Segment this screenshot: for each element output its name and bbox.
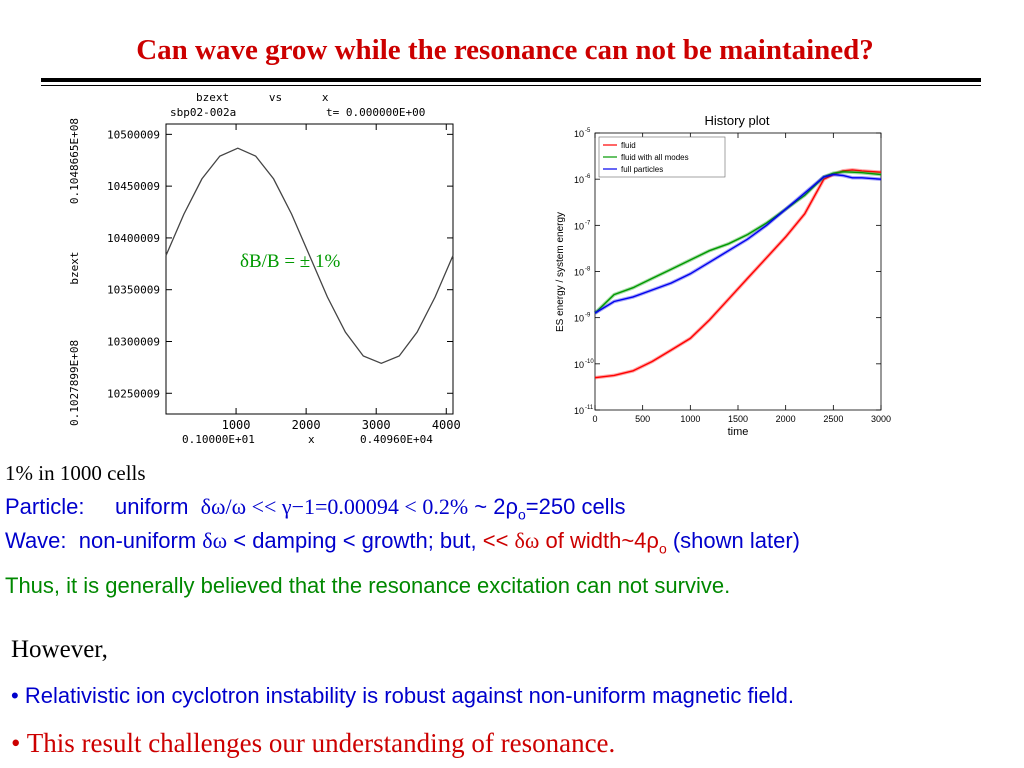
wave-label: Wave: non-uniform [5, 528, 203, 553]
log-y-tick-base: 10 [574, 268, 584, 278]
y-tick-label: 10500009 [107, 128, 160, 141]
log-y-tick-base: 10 [574, 221, 584, 231]
history-plot-legend: fluid fluid with all modes full particles [598, 136, 726, 178]
y-tick-label: 10450009 [107, 180, 160, 193]
wave-delta-omega-red: δω [514, 528, 540, 553]
history-x-tick-label: 3000 [871, 414, 891, 424]
history-x-tick-label: 500 [635, 414, 650, 424]
plot-header-run: sbp02-002a [170, 106, 236, 119]
ymin-label: 0.1027899E+08 [68, 340, 81, 426]
y-tick-label: 10400009 [107, 232, 160, 245]
log-y-tick-exponent: -6 [585, 174, 591, 180]
cells-note: 1% in 1000 cells [5, 461, 146, 485]
history-x-tick-label: 1000 [680, 414, 700, 424]
y-tick-label: 10250009 [107, 387, 160, 400]
log-y-tick-exponent: -5 [585, 128, 591, 134]
plot-frame [165, 123, 454, 415]
wave-much-less: << [482, 528, 515, 553]
log-y-tick-base: 10 [574, 406, 584, 416]
y-tick-label: 10350009 [107, 284, 160, 297]
y-tick-label: 10300009 [107, 335, 160, 348]
legend-entry: fluid [621, 141, 636, 150]
belief-line: Thus, it is generally believed that the … [5, 573, 731, 598]
log-y-tick-exponent: -10 [585, 359, 594, 365]
y-axis-label: bzext [68, 251, 81, 284]
fluid-all-modes-series-line [594, 171, 882, 314]
x-tick-label: 2000 [292, 418, 321, 432]
history-x-axis-label: time [728, 426, 749, 438]
log-y-tick-base: 10 [574, 360, 584, 370]
particle-rho-sub: o [517, 506, 526, 523]
bzext-plot: bzext vs x sbp02-002a t= 0.000000E+00 10… [68, 91, 461, 446]
log-y-tick-exponent: -9 [585, 313, 591, 319]
history-x-tick-label: 2500 [823, 414, 843, 424]
x-axis-label: x [308, 433, 315, 446]
log-y-tick-exponent: -7 [585, 220, 591, 226]
log-y-tick-exponent: -11 [585, 405, 594, 411]
however-heading: However, [11, 636, 108, 663]
legend-entry: fluid with all modes [621, 153, 689, 162]
ymax-label: 0.1048665E+08 [68, 118, 81, 204]
wave-width: of width~4ρ [539, 528, 659, 553]
bullet-robust: • Relativistic ion cyclotron instability… [11, 683, 794, 708]
wave-delta-omega: δω [202, 528, 228, 553]
xmin-label: 0.10000E+01 [182, 433, 255, 446]
history-y-axis-label: ES energy / system energy [555, 212, 566, 332]
bullet-challenge: • This result challenges our understandi… [11, 728, 616, 758]
plot-header-vars: bzext vs x [196, 91, 329, 104]
legend-entry: full particles [621, 165, 663, 174]
history-x-tick-label: 0 [592, 414, 597, 424]
log-y-tick-base: 10 [574, 129, 584, 139]
log-y-tick-base: 10 [574, 175, 584, 185]
log-y-tick-base: 10 [574, 314, 584, 324]
history-plot-frame [594, 132, 882, 411]
title-rule-thin [41, 85, 981, 86]
wave-line: Wave: non-uniform δω < damping < growth;… [5, 528, 800, 556]
history-x-tick-label: 1500 [728, 414, 748, 424]
wave-shown-later: (shown later) [666, 528, 801, 553]
title-rule-thick [41, 78, 981, 82]
slide-title: Can wave grow while the resonance can no… [136, 34, 874, 66]
history-plot-title: History plot [704, 113, 769, 128]
particle-cells: =250 cells [525, 494, 626, 519]
x-tick-label: 1000 [222, 418, 251, 432]
full-particles-series-line [594, 173, 882, 314]
log-y-tick-exponent: -8 [585, 267, 591, 273]
wave-rho-sub: o [658, 540, 667, 557]
particle-label: Particle: uniform [5, 494, 201, 519]
plot-header-time: t= 0.000000E+00 [326, 106, 425, 119]
x-tick-label: 4000 [432, 418, 461, 432]
history-x-tick-label: 2000 [776, 414, 796, 424]
particle-math: δω/ω << γ−1=0.00094 < 0.2% [200, 494, 469, 519]
fluid-series-line [594, 169, 882, 379]
legend-box [598, 136, 726, 178]
x-tick-label: 3000 [362, 418, 391, 432]
particle-line: Particle: uniform δω/ω << γ−1=0.00094 < … [5, 494, 625, 522]
wave-damping: < damping < growth; but, [227, 528, 483, 553]
delta-b-annotation: δB/B = ± 1% [240, 251, 341, 272]
bzext-curve [165, 147, 454, 365]
particle-rho: ~ 2ρ [468, 494, 518, 519]
xmax-label: 0.40960E+04 [360, 433, 433, 446]
